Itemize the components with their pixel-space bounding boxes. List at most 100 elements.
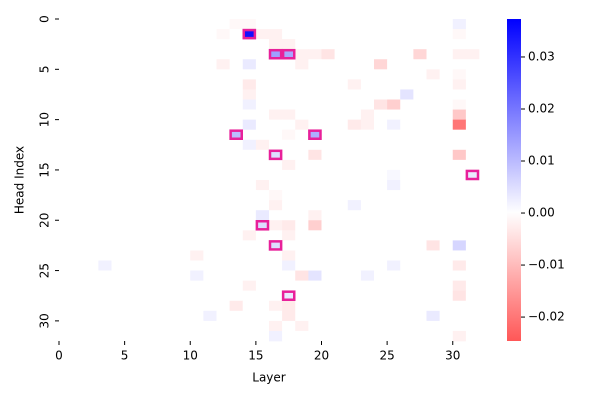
heatmap-cell [413, 180, 427, 191]
heatmap-cell [98, 129, 112, 141]
heatmap-cell [295, 190, 309, 201]
heatmap-cell [374, 119, 388, 130]
heatmap-cell [334, 89, 349, 100]
heatmap-cell [452, 129, 467, 141]
heatmap-cell [439, 320, 454, 332]
heatmap-cell [150, 129, 165, 141]
heatmap-cell [98, 270, 112, 281]
heatmap-cell [242, 330, 257, 342]
heatmap-cell [255, 159, 270, 171]
heatmap-cell [308, 29, 322, 40]
heatmap-cell [177, 49, 191, 60]
heatmap-cell [413, 330, 427, 342]
heatmap-cell [111, 19, 125, 30]
heatmap-cell [426, 230, 440, 241]
heatmap-cell [255, 330, 270, 342]
heatmap-cell [255, 109, 270, 120]
heatmap-cell [59, 39, 73, 50]
heatmap-cell [150, 320, 165, 332]
heatmap-cell [282, 69, 296, 80]
heatmap-cell [216, 89, 230, 100]
heatmap-cell [190, 280, 204, 291]
heatmap-cell [426, 330, 440, 342]
heatmap-cell [413, 39, 427, 50]
heatmap-cell [387, 49, 401, 60]
heatmap-cell [347, 230, 362, 241]
heatmap-cell [255, 240, 270, 251]
heatmap-cell [164, 300, 178, 312]
heatmap-cell [400, 300, 414, 312]
heatmap-cell [98, 240, 112, 251]
heatmap-cell [269, 260, 283, 271]
heatmap-cell [413, 240, 427, 251]
heatmap-cell [137, 190, 152, 201]
heatmap-cell [439, 230, 454, 241]
heatmap-cell [124, 59, 139, 70]
heatmap-cell [295, 310, 309, 322]
heatmap-cell [72, 230, 86, 241]
heatmap-cell [164, 310, 178, 322]
heatmap-cell [452, 29, 467, 40]
heatmap-cell [98, 250, 112, 261]
heatmap-cell [177, 29, 191, 40]
heatmap-cell [282, 129, 296, 141]
heatmap-cell [360, 200, 375, 211]
heatmap-cell [98, 280, 112, 291]
heatmap-cell [452, 149, 467, 161]
x-tick-label: 15 [248, 349, 263, 363]
heatmap-cell [374, 320, 388, 332]
heatmap-cell [59, 19, 73, 30]
heatmap-cell [98, 169, 112, 181]
heatmap-cell [229, 250, 244, 261]
heatmap-cell [439, 280, 454, 291]
heatmap-cell [242, 59, 257, 70]
heatmap-cell [374, 129, 388, 141]
heatmap-cell [229, 180, 244, 191]
heatmap-cell [216, 59, 230, 70]
heatmap-cell [465, 260, 480, 271]
heatmap-cell [282, 99, 296, 110]
heatmap-cell [413, 300, 427, 312]
heatmap-cell [308, 230, 322, 241]
heatmap-cell [124, 270, 139, 281]
heatmap-cell [282, 29, 296, 40]
heatmap-cell [269, 180, 283, 191]
heatmap-cell [465, 139, 480, 151]
heatmap-cell [413, 250, 427, 261]
heatmap-cell [59, 49, 73, 60]
heatmap-cell [334, 159, 349, 171]
heatmap-cell [111, 250, 125, 261]
heatmap-cell [85, 109, 99, 120]
heatmap-cell [465, 109, 480, 120]
heatmap-cell [85, 240, 99, 251]
heatmap-cell [439, 240, 454, 251]
heatmap-cell [295, 230, 309, 241]
heatmap-cell [59, 310, 73, 322]
heatmap-cell [190, 89, 204, 100]
heatmap-cell [282, 109, 296, 120]
heatmap-cell [282, 210, 296, 221]
heatmap-cell [269, 109, 283, 120]
heatmap-cell [242, 149, 257, 161]
heatmap-cell [98, 49, 112, 60]
heatmap-cell [255, 300, 270, 312]
heatmap-cell [177, 89, 191, 100]
heatmap-cell [360, 39, 375, 50]
heatmap-cell [321, 310, 335, 322]
heatmap-cell [229, 169, 244, 181]
heatmap-cell [216, 190, 230, 201]
heatmap-cell [347, 200, 362, 211]
colorbar-tick-label: 0.00 [528, 206, 555, 220]
heatmap-cell [347, 310, 362, 322]
heatmap-cell [137, 69, 152, 80]
heatmap-cell [269, 270, 283, 281]
heatmap-cell [177, 190, 191, 201]
heatmap-cell [282, 280, 296, 291]
heatmap-cell [374, 250, 388, 261]
heatmap-cell [452, 89, 467, 100]
heatmap-cell [269, 139, 283, 151]
heatmap-cell [400, 230, 414, 241]
heatmap-cell [439, 89, 454, 100]
heatmap-cell [269, 29, 283, 40]
